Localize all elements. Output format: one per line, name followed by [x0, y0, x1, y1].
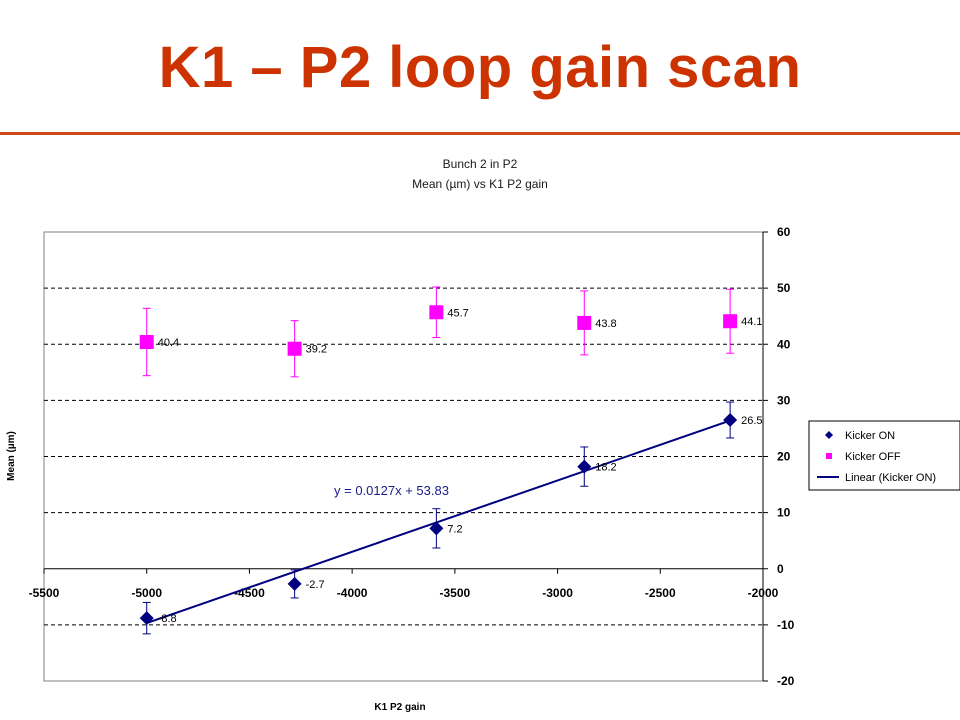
data-label-kicker-off: 44.1 — [741, 316, 762, 328]
marker-kicker-on — [577, 459, 592, 474]
x-tick-label: -5500 — [29, 586, 60, 600]
data-markers — [139, 305, 738, 626]
legend-kicker-on-marker — [825, 431, 833, 439]
x-tick-label: -4000 — [337, 586, 368, 600]
data-label-kicker-off: 40.4 — [158, 337, 179, 349]
marker-kicker-off — [139, 335, 154, 350]
trendline-kicker-on — [146, 419, 731, 624]
legend-box — [808, 420, 960, 491]
marker-kicker-on — [723, 413, 738, 428]
title-divider — [0, 132, 960, 135]
data-label-kicker-on: 7.2 — [447, 523, 462, 535]
trendline-equation: y = 0.0127x + 53.83 — [334, 483, 449, 498]
y-axis-title: Mean (µm) — [6, 431, 17, 481]
data-labels: 40.4 39.2 45.7 43.8 44.1 -8.8 -2.7 7.2 18.2 26.5 — [158, 307, 763, 625]
marker-kicker-off — [577, 315, 592, 330]
data-label-kicker-off: 39.2 — [306, 344, 327, 356]
y-tick-label: 60 — [777, 225, 791, 239]
gridlines — [44, 287, 763, 626]
marker-kicker-off — [723, 314, 738, 329]
y-tick-label: 20 — [777, 450, 791, 464]
x-tick-label: -3500 — [440, 586, 471, 600]
marker-kicker-on — [429, 521, 444, 536]
marker-kicker-on — [287, 576, 302, 591]
data-label-kicker-off: 43.8 — [595, 318, 616, 330]
y-tick-label: 10 — [777, 506, 791, 520]
y-tick-label: -20 — [777, 674, 795, 688]
x-tick-label: -2500 — [645, 586, 676, 600]
legend-kicker-off-marker — [826, 453, 832, 459]
x-tick-label: -5000 — [131, 586, 162, 600]
y-tick-label: 50 — [777, 281, 791, 295]
data-label-kicker-on: 26.5 — [741, 415, 762, 427]
x-axis-title: K1 P2 gain — [374, 702, 425, 713]
marker-kicker-off — [287, 341, 302, 356]
legend-trendline-label: Linear (Kicker ON) — [845, 472, 936, 484]
legend-kicker-on-label: Kicker ON — [845, 430, 895, 442]
y-tick-label: 30 — [777, 393, 791, 407]
trendline-group — [146, 419, 731, 624]
legend-kicker-off-label: Kicker OFF — [845, 451, 901, 463]
data-label-kicker-off: 45.7 — [447, 307, 468, 319]
chart-title: Bunch 2 in P2 — [443, 157, 518, 171]
data-label-kicker-on: 18.2 — [595, 462, 616, 474]
x-tick-label: -2000 — [748, 586, 779, 600]
x-tick-label: -3000 — [542, 586, 573, 600]
y-tick-label: -10 — [777, 618, 795, 632]
data-label-kicker-on: -8.8 — [158, 613, 177, 625]
marker-kicker-off — [429, 305, 444, 320]
legend: Kicker ON Kicker OFF Linear (Kicker ON) — [808, 420, 960, 491]
chart-subtitle: Mean (µm) vs K1 P2 gain — [412, 177, 548, 191]
y-tick-label: 40 — [777, 337, 791, 351]
data-label-kicker-on: -2.7 — [306, 579, 325, 591]
y-tick-label: 0 — [777, 562, 784, 576]
slide-title: K1 – P2 loop gain scan — [158, 35, 802, 100]
marker-kicker-on — [139, 611, 154, 626]
